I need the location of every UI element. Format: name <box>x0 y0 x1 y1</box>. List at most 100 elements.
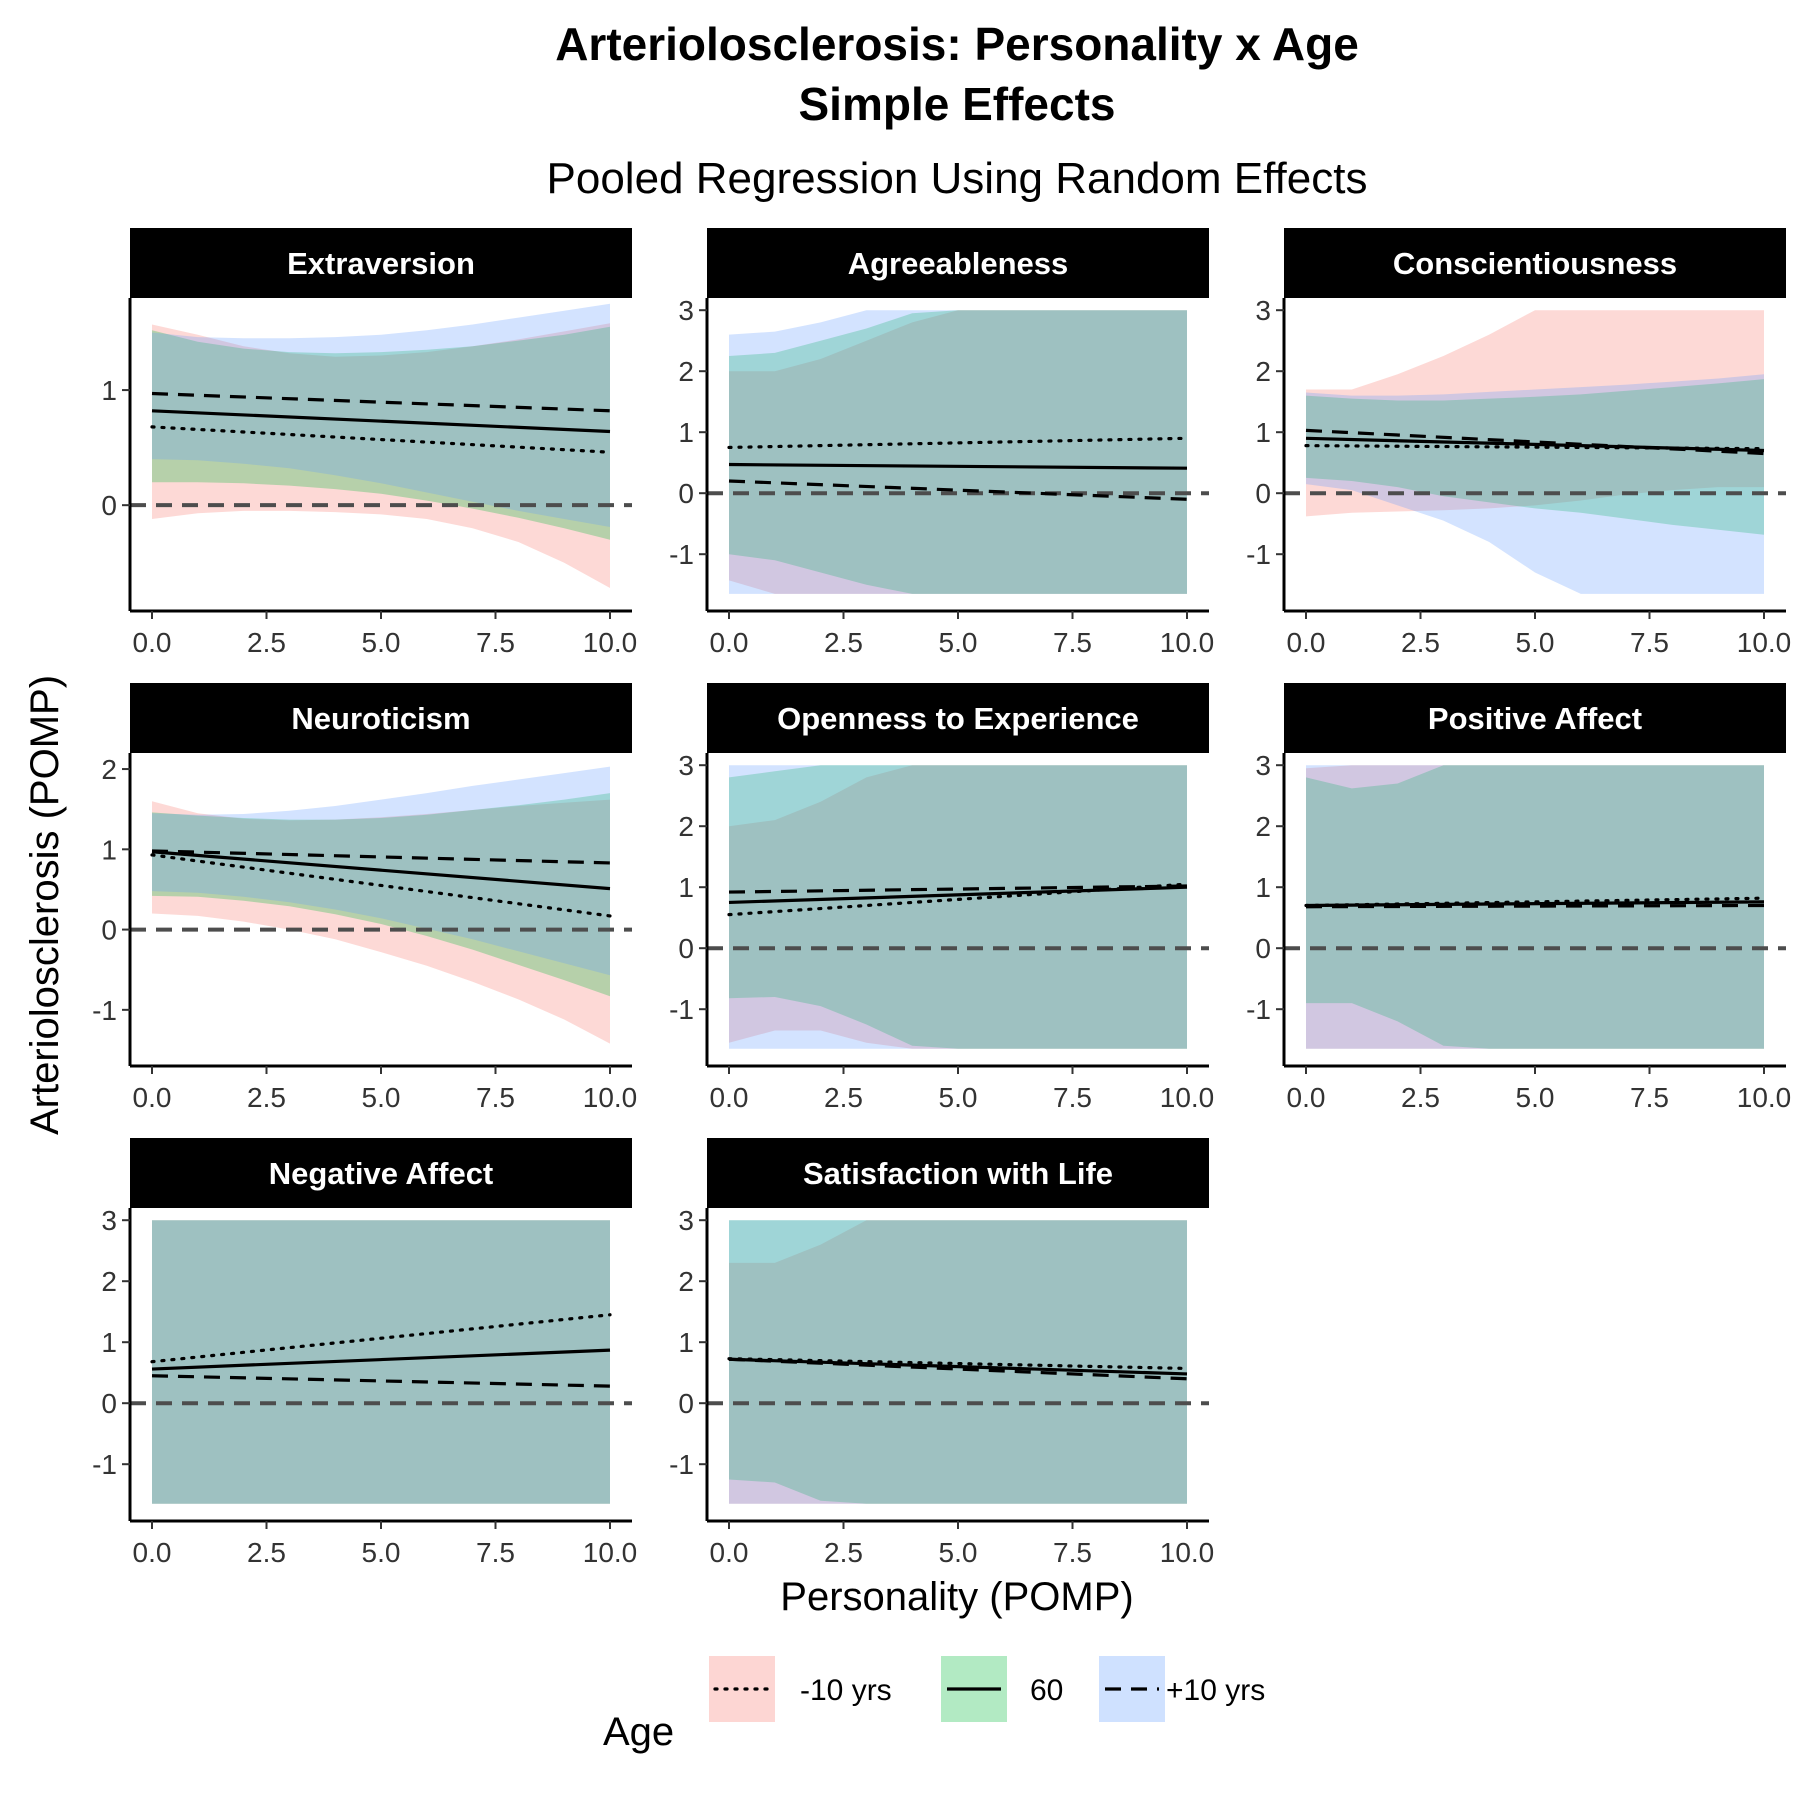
x-tick-label: 5.0 <box>939 1537 978 1568</box>
ci-ribbon-10-yrs <box>1306 765 1764 1049</box>
y-tick-label: 2 <box>1255 356 1271 387</box>
fit-line-60 <box>1305 436 1765 453</box>
y-tick-label: 0 <box>101 1388 117 1419</box>
x-tick-label: 10.0 <box>1737 627 1792 658</box>
panel-title: Negative Affect <box>269 1156 494 1191</box>
x-tick-label: 0.0 <box>1287 627 1326 658</box>
y-tick-label: 0 <box>678 478 694 509</box>
panel-data-extraversion <box>130 303 632 588</box>
y-tick-label: 3 <box>1255 750 1271 781</box>
panel-negative-affect: Negative Affect -1 0 1 2 3 0.0 2.5 5.0 7.5 10.0 <box>92 1138 637 1568</box>
x-tick-label: 10.0 <box>1160 1537 1215 1568</box>
ci-ribbon-10-yrs <box>729 765 1187 1049</box>
panel-neuroticism: Neuroticism -1 0 1 2 0.0 2.5 5.0 7.5 10.0 <box>92 683 637 1113</box>
ci-ribbon-60 <box>729 1220 1187 1504</box>
y-axis-label: Arteriolosclerosis (POMP) <box>23 675 67 1135</box>
ci-ribbon-10-yrs <box>729 1220 1187 1504</box>
y-tick-label: 0 <box>1255 478 1271 509</box>
y-tick-label: 2 <box>101 754 117 785</box>
panel-data-agreeableness <box>707 310 1209 594</box>
chart-title-line-2: Simple Effects <box>799 78 1116 130</box>
ci-ribbon-10-yrs <box>729 310 1187 594</box>
ci-ribbon-60 <box>152 793 610 997</box>
y-tick-label: 1 <box>101 834 117 865</box>
legend-item-10-yrs: -10 yrs <box>709 1656 892 1722</box>
panel-title: Positive Affect <box>1428 701 1642 736</box>
legend: Age -10 yrs 60 +10 yrs <box>603 1656 1265 1754</box>
y-tick-label: -1 <box>669 1449 694 1480</box>
panel-title: Neuroticism <box>291 701 470 736</box>
fit-line-60 <box>728 1357 1188 1376</box>
fit-line-10-yrs <box>150 425 612 454</box>
ci-ribbon-10-yrs <box>152 1220 610 1504</box>
fit-line-60 <box>151 850 611 891</box>
y-tick-label: 1 <box>1255 417 1271 448</box>
y-tick-label: 3 <box>678 295 694 326</box>
x-tick-label: 0.0 <box>710 1082 749 1113</box>
ci-ribbon-10-yrs <box>152 1220 610 1504</box>
ci-ribbon-60 <box>1306 379 1764 535</box>
ci-ribbon-60 <box>152 326 610 540</box>
fit-line-60 <box>728 885 1188 905</box>
ci-ribbon-10-yrs <box>152 303 610 527</box>
y-tick-label: 0 <box>678 933 694 964</box>
panel-data-conscientiousness <box>1284 310 1786 594</box>
fit-line-10-yrs <box>150 853 612 918</box>
x-tick-label: 2.5 <box>1401 1082 1440 1113</box>
x-tick-label: 5.0 <box>939 627 978 658</box>
legend-label: +10 yrs <box>1166 1674 1265 1707</box>
panel-satisfaction-with-life: Satisfaction with Life -1 0 1 2 3 0.0 2.5 5.0 7.5… <box>669 1138 1214 1568</box>
y-tick-label: 2 <box>678 1266 694 1297</box>
fit-line-60 <box>728 462 1188 470</box>
y-tick-label: 2 <box>101 1266 117 1297</box>
panel-strip <box>1284 228 1786 298</box>
ci-ribbon-10-yrs <box>729 310 1187 594</box>
fit-line-60 <box>151 409 611 434</box>
panel-data-positive-affect <box>1284 765 1786 1049</box>
y-tick-label: -1 <box>669 539 694 570</box>
panel-data-satisfaction-with-life <box>707 1220 1209 1504</box>
ci-ribbon-10-yrs <box>152 323 610 588</box>
legend-label: 60 <box>1030 1674 1063 1707</box>
x-tick-label: 0.0 <box>133 627 172 658</box>
chart-subtitle: Pooled Regression Using Random Effects <box>547 154 1368 203</box>
panel-strip <box>1284 683 1786 753</box>
x-tick-label: 7.5 <box>1630 1082 1669 1113</box>
panel-data-openness-to-experience <box>707 765 1209 1049</box>
x-tick-label: 7.5 <box>1053 1537 1092 1568</box>
y-tick-label: 0 <box>101 490 117 521</box>
y-tick-label: 1 <box>101 1327 117 1358</box>
x-axis-label: Personality (POMP) <box>780 1575 1133 1619</box>
x-tick-label: 10.0 <box>1160 627 1215 658</box>
x-tick-label: 7.5 <box>1053 627 1092 658</box>
x-tick-label: 7.5 <box>1630 627 1669 658</box>
y-tick-label: 3 <box>1255 295 1271 326</box>
x-tick-label: 2.5 <box>824 1082 863 1113</box>
x-tick-label: 0.0 <box>133 1082 172 1113</box>
x-tick-label: 7.5 <box>476 1537 515 1568</box>
fit-line-10-yrs <box>1304 896 1766 908</box>
x-tick-label: 0.0 <box>133 1537 172 1568</box>
x-tick-label: 2.5 <box>1401 627 1440 658</box>
panel-title: Openness to Experience <box>777 701 1139 736</box>
fit-line-60 <box>1305 900 1765 908</box>
panel-strip <box>707 228 1209 298</box>
y-tick-label: -1 <box>92 1449 117 1480</box>
ci-ribbon-10-yrs <box>1306 374 1764 594</box>
ci-ribbon-10-yrs <box>1306 310 1764 517</box>
y-tick-label: -1 <box>92 995 117 1026</box>
panel-data-neuroticism <box>130 766 632 1044</box>
y-tick-label: 1 <box>1255 872 1271 903</box>
chart-title-line-1: Arteriolosclerosis: Personality x Age <box>555 18 1359 70</box>
x-tick-label: 5.0 <box>1516 627 1555 658</box>
x-tick-label: 5.0 <box>362 627 401 658</box>
x-tick-label: 5.0 <box>1516 1082 1555 1113</box>
y-tick-label: 3 <box>678 750 694 781</box>
y-tick-label: -1 <box>1246 539 1271 570</box>
x-tick-label: 7.5 <box>476 627 515 658</box>
panel-strip <box>130 683 632 753</box>
